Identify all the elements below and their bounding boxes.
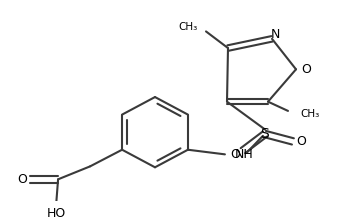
Text: S: S bbox=[261, 127, 269, 141]
Text: O: O bbox=[296, 135, 306, 148]
Text: CH₃: CH₃ bbox=[179, 22, 198, 32]
Text: O: O bbox=[301, 63, 311, 76]
Text: O: O bbox=[230, 148, 240, 161]
Text: NH: NH bbox=[235, 148, 254, 161]
Text: HO: HO bbox=[46, 207, 66, 218]
Text: O: O bbox=[17, 173, 27, 186]
Text: N: N bbox=[270, 28, 280, 41]
Text: CH₃: CH₃ bbox=[300, 109, 319, 119]
